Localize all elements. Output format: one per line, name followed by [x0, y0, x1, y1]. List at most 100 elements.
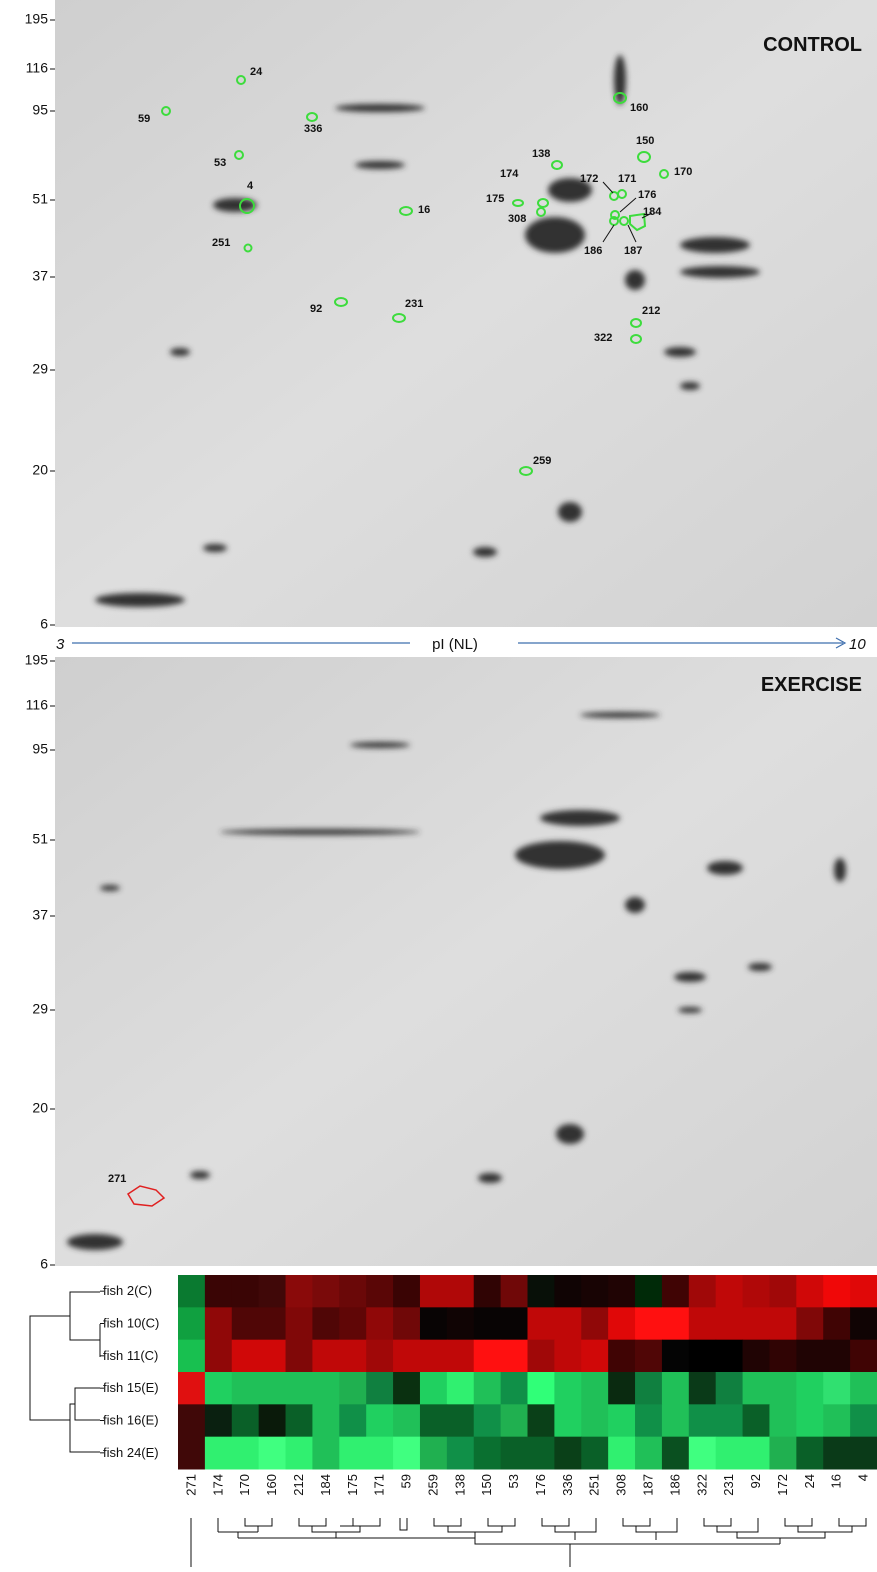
- spot: [834, 858, 846, 882]
- axis-end-label: 10: [849, 636, 866, 653]
- heatmap-cell: [715, 1339, 744, 1373]
- spot-label: 259: [533, 455, 551, 467]
- spot-label: 92: [310, 303, 322, 315]
- heatmap-cell: [285, 1436, 313, 1470]
- spot: [680, 266, 760, 278]
- spot: [100, 885, 120, 891]
- heatmap-cell: [178, 1372, 206, 1405]
- heatmap-cell: [661, 1404, 690, 1438]
- heatmap-cell: [366, 1339, 394, 1373]
- heatmap-cell: [204, 1307, 233, 1341]
- heatmap-cell: [231, 1307, 260, 1341]
- heatmap-cell: [339, 1372, 367, 1405]
- heatmap-cell: [339, 1339, 367, 1373]
- heatmap-cell: [850, 1372, 877, 1405]
- column-label: 59: [399, 1474, 414, 1488]
- heatmap-cell: [554, 1307, 582, 1341]
- heatmap-cell: [608, 1307, 636, 1341]
- exercise-gel: 271 EXERCISE: [55, 657, 877, 1266]
- heatmap-cell: [796, 1339, 824, 1373]
- dendrogram-branch: [238, 1532, 826, 1545]
- spot-label: 308: [508, 213, 526, 225]
- axis-arrow: [835, 637, 847, 649]
- mw-tick-label: 20: [32, 1100, 48, 1116]
- heatmap-cell: [742, 1275, 770, 1308]
- heatmap-cell: [500, 1436, 528, 1470]
- spot: [664, 347, 696, 357]
- heatmap-cell: [446, 1372, 475, 1405]
- heatmap-cell: [850, 1404, 877, 1438]
- heatmap-cell: [608, 1404, 636, 1438]
- column-label: 308: [614, 1474, 629, 1496]
- heatmap-cell: [823, 1307, 851, 1341]
- heatmap-cell: [823, 1436, 851, 1470]
- heatmap-cell: [581, 1275, 609, 1308]
- heatmap-cell: [661, 1436, 690, 1470]
- column-label: 171: [372, 1474, 387, 1496]
- heatmap-cell: [608, 1372, 636, 1405]
- panel-title: EXERCISE: [761, 674, 862, 696]
- row-label: fish 24(E): [103, 1445, 159, 1460]
- column-label: 4: [856, 1474, 871, 1481]
- heatmap-cell: [285, 1339, 313, 1373]
- heatmap-cell: [715, 1275, 744, 1308]
- heatmap-cell: [796, 1436, 824, 1470]
- heatmap-cell: [231, 1372, 260, 1405]
- spot-marker: [234, 150, 244, 160]
- heatmap-cell: [823, 1275, 851, 1308]
- heatmap-cell: [473, 1275, 502, 1308]
- heatmap-cell: [285, 1275, 313, 1308]
- heatmap-cell: [446, 1275, 475, 1308]
- heatmap-cell: [742, 1372, 770, 1405]
- spot-label: 176: [638, 189, 656, 201]
- column-label: 187: [640, 1474, 655, 1496]
- heatmap-cell: [366, 1404, 394, 1438]
- spot: [190, 1171, 210, 1179]
- mw-tick-label: 116: [26, 60, 49, 76]
- heatmap-cell: [527, 1404, 555, 1438]
- heatmap-cell: [473, 1436, 502, 1470]
- heatmap-cell: [581, 1372, 609, 1405]
- heatmap-cell: [258, 1404, 287, 1438]
- heatmap: fish 2(C) fish 10(C) fish 11(C) fish 15(E) f…: [100, 1275, 877, 1496]
- spot: [213, 198, 257, 212]
- row-label: fish 10(C): [103, 1316, 159, 1331]
- heatmap-cell: [204, 1339, 233, 1373]
- heatmap-cell: [500, 1372, 528, 1405]
- spot-label: 170: [674, 166, 692, 178]
- spot-marker: [537, 198, 549, 208]
- heatmap-cell: [769, 1339, 797, 1373]
- spot: [674, 972, 706, 982]
- heatmap-cell: [178, 1275, 206, 1308]
- spot-marker: [392, 313, 406, 323]
- heatmap-cell: [796, 1372, 824, 1405]
- axis-title: pI (NL): [432, 636, 478, 653]
- spot-label: 175: [486, 193, 504, 205]
- heatmap-cell: [258, 1339, 287, 1373]
- column-label: 231: [721, 1474, 736, 1496]
- heatmap-cell: [178, 1339, 206, 1373]
- spot-marker: [512, 199, 524, 207]
- heatmap-cell: [231, 1339, 260, 1373]
- leader-lines: [602, 181, 653, 243]
- spot-label: 150: [636, 135, 654, 147]
- row-dendrogram: [29, 1291, 101, 1453]
- spot-label: 160: [630, 102, 648, 114]
- spot: [707, 861, 743, 875]
- spot-label: 16: [418, 204, 430, 216]
- spot: [614, 55, 626, 105]
- spot-marker: [126, 1185, 166, 1207]
- heatmap-cell: [635, 1339, 663, 1373]
- spot: [355, 161, 405, 169]
- heatmap-cell: [473, 1404, 502, 1438]
- heatmap-cell: [258, 1436, 287, 1470]
- heatmap-cell: [715, 1307, 744, 1341]
- spot: [680, 382, 700, 390]
- heatmap-cell: [796, 1404, 824, 1438]
- heatmap-cell: [312, 1275, 340, 1308]
- heatmap-cell: [635, 1372, 663, 1405]
- spot-marker: [619, 216, 629, 226]
- spot-marker: [637, 151, 651, 163]
